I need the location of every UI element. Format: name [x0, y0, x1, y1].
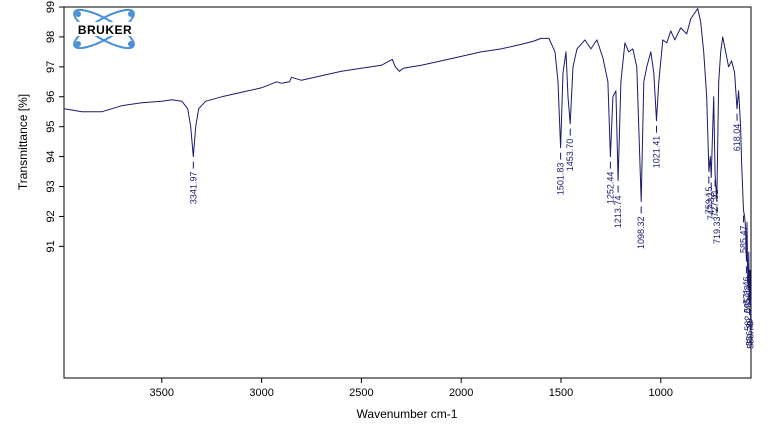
peak-label: 1252.44: [605, 172, 615, 205]
y-axis-ticks: 91 92 93 94 95 96 97 98 99: [45, 1, 64, 252]
peak-label: 585.47: [739, 225, 749, 253]
peak-label: 565.88: [743, 285, 753, 313]
logo-atom-dot-1: [75, 11, 81, 17]
peak-label: 1213.74: [613, 196, 623, 229]
y-tick-label: 92: [45, 210, 57, 222]
spectrum-series-line: [63, 8, 752, 307]
peak-label: 556.29: [744, 318, 754, 346]
y-tick-label: 91: [45, 240, 57, 252]
peak-label: 1098.32: [636, 216, 646, 249]
y-tick-label: 94: [45, 150, 57, 162]
logo-atom-dot-3: [75, 41, 81, 47]
y-tick-label: 99: [45, 1, 57, 13]
peak-label: 747.32: [706, 193, 716, 221]
logo-orbit-ring-2: [73, 8, 135, 50]
logo-text-backdrop: [68, 22, 142, 36]
x-tick-label: 1000: [649, 387, 673, 399]
x-axis-title: Wavenumber cm-1: [357, 407, 458, 421]
logo-orbit-ring-1: [73, 8, 135, 50]
peak-label: 719.33: [712, 216, 722, 244]
peak-label: 1501.83: [556, 163, 566, 196]
peak-label: 727.91: [710, 190, 720, 218]
y-tick-label: 95: [45, 121, 57, 133]
peak-label: 562.09: [743, 303, 753, 331]
peak-label: 571.46: [741, 276, 751, 304]
peak-label: 3341.97: [188, 172, 198, 205]
y-tick-label: 97: [45, 61, 57, 73]
x-tick-label: 3500: [150, 387, 174, 399]
peak-label: 550.76: [746, 321, 756, 349]
logo-atom-dot-4: [128, 41, 134, 47]
x-tick-label: 2000: [449, 387, 473, 399]
logo-text: BRUKER: [78, 23, 132, 37]
x-tick-label: 1500: [549, 387, 573, 399]
peak-label: 618.04: [732, 124, 742, 152]
peak-label: 759.15: [704, 187, 714, 215]
x-tick-label: 3000: [249, 387, 273, 399]
y-tick-label: 93: [45, 180, 57, 192]
x-tick-label: 2500: [349, 387, 373, 399]
y-axis-title: Transmittance [%]: [16, 94, 30, 190]
peak-label: 1021.41: [652, 136, 662, 169]
logo-atom-dot-2: [128, 11, 134, 17]
y-tick-label: 96: [45, 91, 57, 103]
peak-label: 1453.70: [565, 139, 575, 172]
bruker-logo: BRUKER: [68, 8, 142, 50]
plot-frame: [63, 6, 752, 379]
x-axis-ticks: 3500 3000 2500 2000 1500 1000: [150, 378, 673, 399]
y-tick-label: 98: [45, 31, 57, 43]
